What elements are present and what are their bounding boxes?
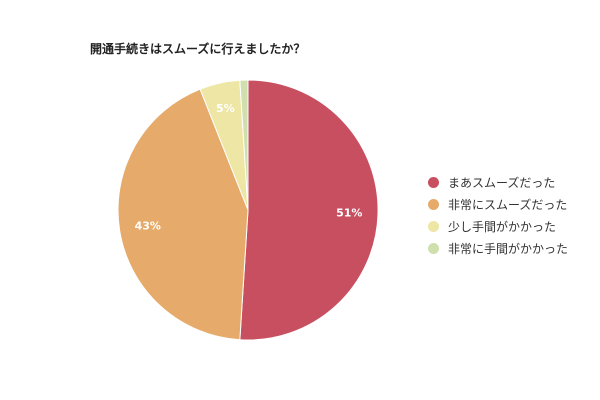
legend-swatch-3 xyxy=(428,220,439,232)
slice-value-label-1: 51% xyxy=(336,207,362,220)
legend-label-3: 少し手間がかかった xyxy=(448,219,557,234)
legend-swatch-4 xyxy=(428,242,439,254)
legend-swatch-2 xyxy=(428,198,439,210)
legend-item-3: 少し手間がかかった xyxy=(428,215,568,237)
legend: まあスムーズだった 非常にスムーズだった 少し手間がかかった 非常に手間がかかった xyxy=(428,171,568,259)
slice-value-label-3: 5% xyxy=(216,102,235,115)
pie-slice-4 xyxy=(239,79,249,211)
legend-label-2: 非常にスムーズだった xyxy=(448,197,568,212)
legend-label-4: 非常に手間がかかった xyxy=(448,241,569,256)
legend-label-1: まあスムーズだった xyxy=(448,175,556,190)
slice-value-label-2: 43% xyxy=(135,219,161,232)
legend-item-1: まあスムーズだった xyxy=(428,171,568,193)
pie-slice-2 xyxy=(117,88,249,341)
chart-title: 開通手続きはスムーズに行えましたか？ xyxy=(90,42,306,56)
legend-item-4: 非常に手間がかかった xyxy=(428,237,568,259)
legend-item-2: 非常にスムーズだった xyxy=(428,193,568,215)
pie-slice-1 xyxy=(239,79,379,341)
legend-swatch-1 xyxy=(428,176,439,188)
